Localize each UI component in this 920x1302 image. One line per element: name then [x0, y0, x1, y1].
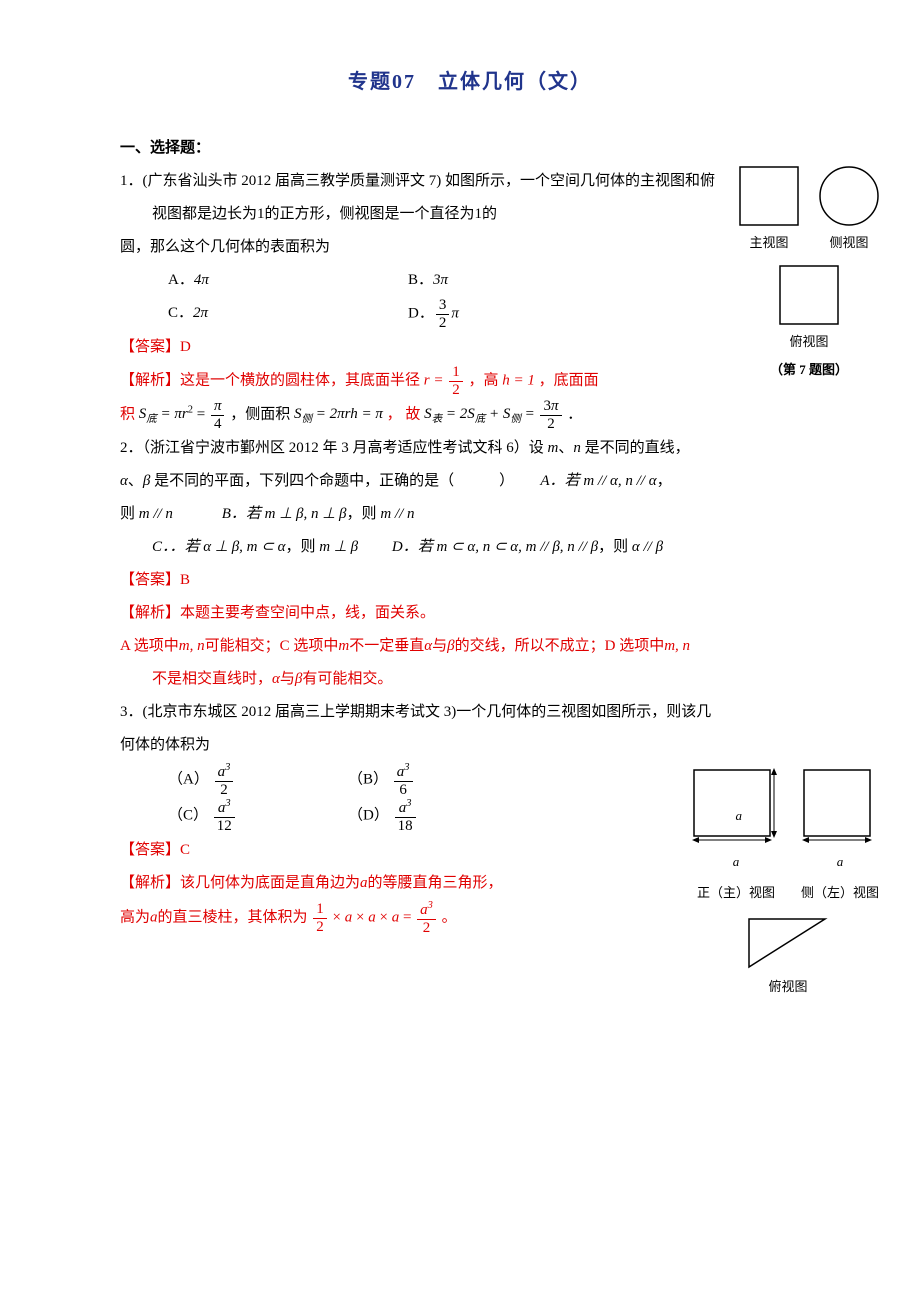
q1-option-a: A．4π — [168, 264, 288, 297]
q1-fig-caption: （第 7 题图） — [738, 356, 880, 385]
q1-option-c: C．2π — [168, 297, 288, 331]
q1-block: 主视图 侧视图 俯视图 （第 7 题图） 1．(广东省汕头市 2012 届高三教… — [120, 165, 820, 432]
q2-answer: 【答案】B — [120, 564, 820, 597]
q3-front-label: 正（主）视图 — [697, 879, 775, 908]
q3-dim-a-1: a — [733, 854, 740, 869]
q1-analysis-2: 积 S底 = πr2 = π4 ，侧面积 S侧 = 2πrh = π ， 故 S… — [120, 398, 820, 432]
q3-side-label: 侧（左）视图 — [801, 879, 879, 908]
q3-figure: a 正（主）视图 a 侧（左）视图 a 俯视图 — [690, 766, 880, 1002]
q2-option-ab: 则 m // n B．若 m ⊥ β, n ⊥ β，则 m // n — [120, 498, 820, 531]
q2-option-cd: C．．若 α ⊥ β, m ⊂ α，则 m ⊥ β D．若 m ⊂ α, n ⊂… — [120, 531, 820, 564]
q2-stem-line1: 2．（浙江省宁波市鄞州区 2012 年 3 月高考适应性考试文科 6）设 m、n… — [120, 432, 820, 465]
q3-stem-line1: 3．(北京市东城区 2012 届高三上学期期末考试文 3)一个几何体的三视图如图… — [120, 696, 820, 729]
q1-answer: 【答案】D — [120, 331, 820, 364]
front-view-label: 主视图 — [749, 229, 788, 258]
q1-options-row1: A．4π B．3π — [120, 264, 820, 297]
q2-analysis-2: A 选项中m, n可能相交；C 选项中m不一定垂直α与β的交线，所以不成立；D … — [120, 630, 820, 663]
q1-figure: 主视图 侧视图 俯视图 （第 7 题图） — [738, 165, 880, 385]
q3-side-view — [800, 766, 880, 846]
side-view-label: 侧视图 — [829, 229, 868, 258]
front-view-square — [738, 165, 800, 227]
section-heading: 一、选择题： — [120, 132, 820, 165]
q3-stem-line2: 何体的体积为 — [120, 729, 820, 762]
q3-top-view — [745, 915, 831, 971]
q1-stem-line2: 视图都是边长为1的正方形，侧视图是一个直径为1的 — [120, 198, 820, 231]
q3-block: a 正（主）视图 a 侧（左）视图 a 俯视图 3．(北京市东城区 2012 — [120, 696, 820, 936]
q3-top-label: 俯视图 — [768, 973, 807, 1002]
q3-option-d: （D） a318 — [348, 798, 468, 834]
q3-dim-a-2: a — [837, 854, 844, 869]
q3-option-c: （C） a312 — [168, 798, 288, 834]
q2-analysis-3: 不是相交直线时，α与β有可能相交。 — [120, 663, 820, 696]
top-view-label: 俯视图 — [789, 328, 828, 357]
q1-options-row2: C．2π D．32π — [120, 297, 820, 331]
q3-dim-a-vert: a — [736, 802, 743, 831]
q1-stem-line3: 圆，那么这个几何体的表面积为 — [120, 231, 820, 264]
q1-stem-line1: 1．(广东省汕头市 2012 届高三教学质量测评文 7) 如图所示，一个空间几何… — [120, 165, 820, 198]
q2-stem-line2: α、β 是不同的平面，下列四个命题中，正确的是（ ） A．若 m // α, n… — [120, 465, 820, 498]
q3-option-b: （B） a36 — [348, 762, 468, 798]
page-title: 专题07 立体几何（文） — [120, 60, 820, 104]
q2-block: 2．（浙江省宁波市鄞州区 2012 年 3 月高考适应性考试文科 6）设 m、n… — [120, 432, 820, 696]
top-view-square — [778, 264, 840, 326]
q1-option-d: D．32π — [408, 297, 528, 331]
q2-analysis-1: 【解析】本题主要考查空间中点，线，面关系。 — [120, 597, 820, 630]
q1-analysis-1: 【解析】这是一个横放的圆柱体，其底面半径 r = 12 ，高 h = 1 ，底面… — [120, 364, 820, 398]
side-view-circle — [818, 165, 880, 227]
q3-option-a: （A） a32 — [168, 762, 288, 798]
q1-option-b: B．3π — [408, 264, 528, 297]
